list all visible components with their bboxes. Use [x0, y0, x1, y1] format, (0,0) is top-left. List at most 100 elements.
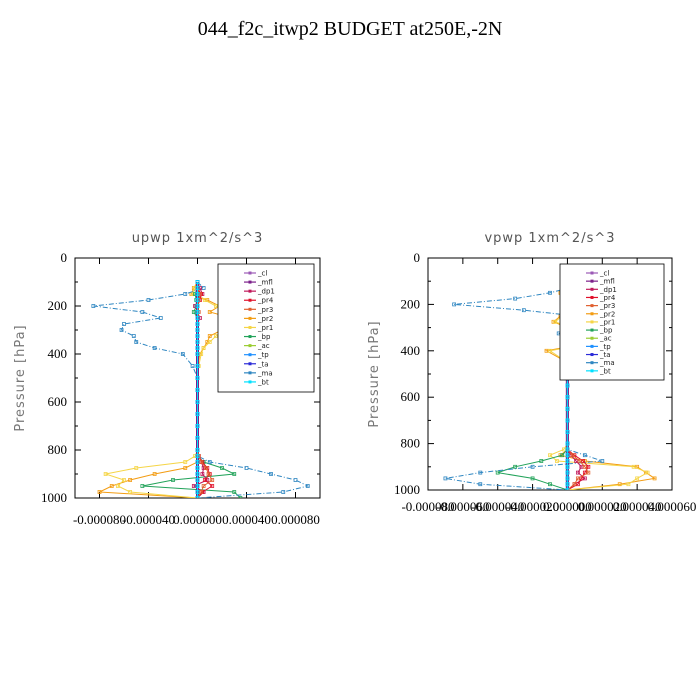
data-point-dp1	[582, 476, 587, 481]
data-point-bt	[565, 482, 570, 487]
data-point-ma	[478, 482, 483, 487]
data-point-pr1	[562, 447, 566, 452]
legend: _cl_mfl_dp1_pr4_pr3_pr2_pr1_bp_ac_tp_ta_…	[559, 263, 665, 381]
data-point-bt	[195, 346, 200, 350]
legend-label: _ta	[599, 351, 611, 359]
data-point-pr1	[115, 484, 120, 488]
data-point-ma	[158, 316, 163, 320]
data-point-dp1	[198, 286, 202, 290]
data-point-bt	[565, 459, 570, 463]
legend-label: _dp1	[257, 288, 275, 296]
data-point-ma	[122, 322, 126, 326]
series-line-bp	[497, 281, 568, 490]
legend-marker	[590, 320, 594, 324]
data-point-bt	[195, 328, 200, 332]
legend-label: _pr3	[599, 302, 615, 310]
data-point-ma	[201, 286, 206, 290]
data-point-pr2	[207, 334, 212, 338]
legend-label: _ta	[257, 360, 269, 368]
data-point-pr1	[548, 348, 552, 353]
legend-label: _pr1	[257, 324, 273, 332]
x-tick-label: 0.000000	[543, 499, 592, 514]
data-point-bt	[195, 352, 200, 356]
legend-marker	[248, 316, 252, 320]
data-point-bt	[565, 418, 570, 423]
data-point-bt	[195, 424, 200, 428]
data-point-pr1	[202, 298, 207, 302]
data-point-pr3	[206, 472, 211, 476]
legend-marker	[590, 336, 594, 340]
data-point-pr2	[205, 340, 210, 344]
data-point-bt	[195, 280, 200, 284]
data-point-bt	[195, 292, 200, 296]
data-point-bp	[232, 472, 237, 476]
data-point-bt	[565, 383, 570, 388]
legend-label: _pr4	[257, 297, 274, 305]
data-point-pr1	[645, 470, 650, 475]
data-point-ma	[146, 298, 151, 302]
x-tick-label: -0.000080	[73, 512, 126, 527]
data-point-pr2	[652, 476, 657, 481]
data-point-bp	[171, 478, 175, 482]
legend: _cl_mfl_dp1_pr4_pr3_pr2_pr1_bp_ac_tp_ta_…	[217, 263, 315, 393]
data-point-bt	[195, 316, 200, 320]
data-point-bt	[195, 490, 200, 494]
data-point-bt	[195, 466, 200, 470]
data-point-pr1	[103, 472, 108, 476]
data-point-dp1	[200, 472, 205, 476]
data-point-bt	[195, 478, 200, 482]
x-tick-label: 0.000060	[648, 499, 697, 514]
legend-box	[559, 263, 665, 381]
data-point-bt	[195, 322, 200, 326]
y-tick-label: 0	[414, 250, 421, 265]
data-point-pr4	[581, 459, 586, 463]
data-point-bt	[565, 447, 570, 452]
data-point-pr4	[575, 482, 580, 487]
data-point-pr3	[570, 453, 575, 458]
legend-marker	[248, 298, 252, 302]
data-point-ma	[180, 352, 185, 356]
legend-label: _pr4	[599, 294, 616, 302]
y-axis-label: Pressure [hPa]	[367, 320, 382, 427]
data-point-pr2	[617, 482, 622, 487]
data-point-bt	[195, 484, 200, 488]
data-point-pr3	[575, 476, 580, 481]
data-point-bt	[195, 454, 200, 458]
data-point-ma	[269, 472, 273, 476]
legend-marker	[590, 287, 594, 291]
data-point-ma	[281, 490, 286, 494]
y-axis-label: Pressure [hPa]	[13, 324, 28, 431]
x-tick-label: -0.000040	[122, 512, 175, 527]
legend-marker	[248, 344, 252, 348]
y-tick-label: 400	[48, 346, 68, 361]
data-point-bt	[195, 388, 200, 392]
data-point-bp	[191, 310, 196, 314]
legend-marker	[590, 353, 594, 357]
data-point-dp1	[193, 304, 197, 308]
x-tick-label: -0.000080	[401, 499, 454, 514]
data-point-bt	[565, 441, 570, 446]
data-point-ma	[305, 484, 310, 488]
data-point-pr3	[572, 482, 577, 487]
data-point-pr1	[183, 460, 188, 464]
data-point-bt	[195, 376, 200, 380]
y-tick-label: 800	[401, 436, 421, 451]
series-line-pr4	[197, 282, 214, 498]
data-point-bp	[238, 496, 243, 498]
data-point-bt	[565, 470, 570, 475]
legend-marker	[248, 280, 252, 284]
legend-label: _mfl	[257, 279, 273, 287]
x-tick-label: 0.000000	[173, 512, 222, 527]
data-point-pr4	[586, 464, 591, 469]
legend-label: _pr2	[257, 315, 273, 323]
data-point-pr3	[210, 478, 215, 482]
data-point-ma	[183, 292, 188, 296]
data-point-pr1	[631, 464, 636, 469]
legend-label: _pr2	[599, 310, 615, 318]
series-group	[91, 280, 310, 498]
legend-label: _cl	[257, 270, 267, 278]
data-point-pr2	[109, 484, 114, 488]
legend-label: _bt	[257, 378, 269, 386]
data-point-bp	[220, 466, 224, 470]
data-point-dp1	[575, 470, 580, 475]
